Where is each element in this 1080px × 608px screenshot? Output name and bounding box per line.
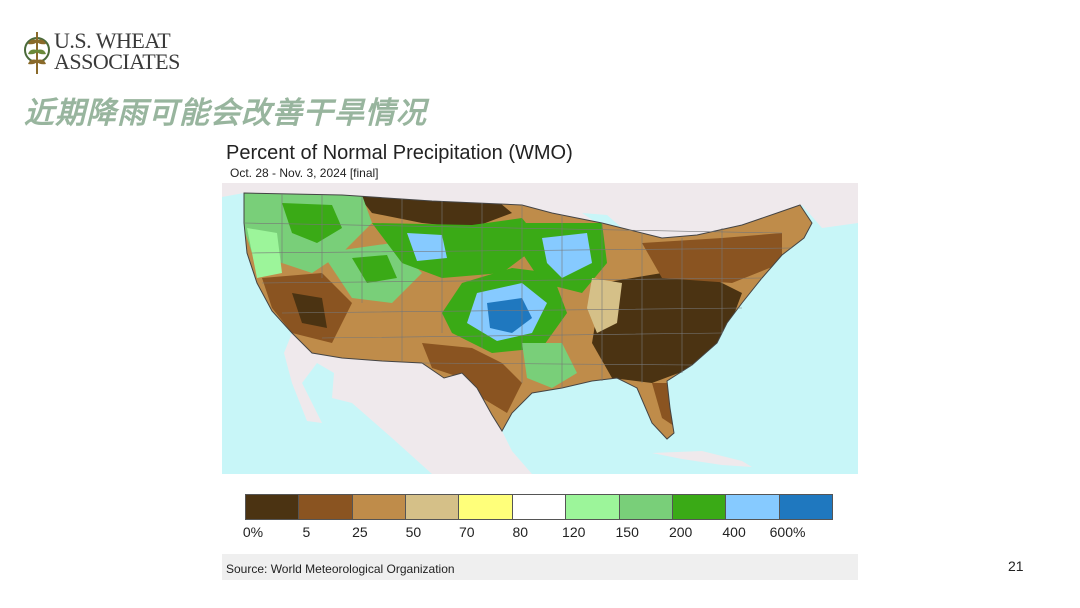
legend-tick-label: 80 — [512, 524, 529, 540]
legend-tick-label: 25 — [352, 524, 368, 540]
legend-swatch — [459, 495, 513, 519]
state-boundaries — [243, 193, 793, 388]
legend-tick-label: 120 — [562, 524, 586, 540]
legend-tick-label: 400 — [722, 524, 746, 540]
very-wet-northern-plains — [407, 233, 447, 261]
legend-tick-label: 5 — [302, 524, 311, 540]
map-subtitle: Oct. 28 - Nov. 3, 2024 [final] — [230, 166, 379, 180]
normal-ohio-valley — [587, 278, 622, 333]
legend-swatch — [726, 495, 780, 519]
precipitation-map-svg — [222, 183, 858, 474]
source-text: Source: World Meteorological Organizatio… — [226, 562, 455, 576]
wheat-globe-icon — [24, 32, 50, 74]
legend-swatch — [352, 495, 407, 519]
legend-swatch — [246, 495, 300, 519]
cuba-island — [652, 451, 752, 467]
legend-tick-label: 200 — [668, 524, 693, 540]
logo-line-1: U.S. WHEAT — [54, 28, 171, 53]
logo-wordmark: U.S. WHEAT ASSOCIATES — [54, 28, 180, 74]
page-number: 21 — [1008, 558, 1024, 574]
legend-tick-label: 150 — [615, 524, 639, 540]
legend-color-bar — [245, 494, 833, 520]
legend-swatch — [672, 495, 727, 519]
dry-northeast — [642, 233, 782, 283]
legend-swatch — [512, 495, 567, 519]
us-wheat-associates-logo — [24, 28, 209, 76]
legend-swatch — [779, 495, 832, 519]
wet-east-texas — [522, 343, 577, 388]
legend-swatch — [619, 495, 673, 519]
mexico-land — [284, 333, 532, 474]
dark-dry-southwest — [292, 293, 327, 328]
dry-texas — [422, 343, 522, 413]
slide-title: 近期降雨可能会改善干旱情况 — [24, 96, 427, 131]
very-wet-rockies — [352, 255, 397, 283]
extreme-wet-core — [487, 298, 532, 333]
source-box: Source: World Meteorological Organizatio… — [222, 554, 858, 580]
legend-tick-label: 50 — [405, 524, 422, 540]
very-wet-upper-midwest — [542, 233, 592, 278]
canada-land — [222, 183, 858, 238]
map-title: Percent of Normal Precipitation (WMO) — [226, 142, 573, 164]
legend-swatch — [299, 495, 353, 519]
legend-swatch — [566, 495, 620, 519]
precipitation-map — [222, 183, 858, 474]
us-outline — [243, 192, 813, 440]
legend-tick-label: 70 — [459, 524, 475, 540]
wet-northern-plains — [372, 218, 542, 278]
legend-tick-label: 0% — [242, 524, 264, 540]
legend-swatch — [406, 495, 460, 519]
very-wet-region-northwest — [282, 203, 342, 243]
legend-labels: 0% 5 25 50 70 80 120 150 200 400 600% — [222, 524, 862, 542]
logo-line-2: ASSOCIATES — [54, 49, 180, 74]
legend-tick-label: 600% — [769, 524, 806, 540]
